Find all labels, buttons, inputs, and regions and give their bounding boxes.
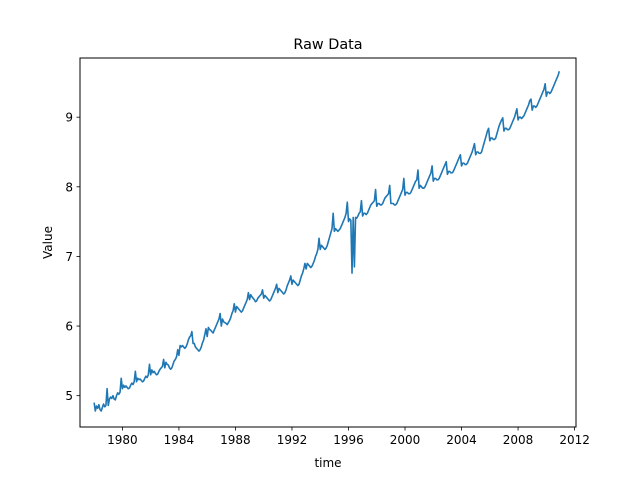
x-tick-label: 2008 [503,433,534,447]
y-axis-label: Value [41,226,55,259]
x-tick-label: 1980 [107,433,138,447]
y-axis: 5 6 7 8 9 [65,111,80,403]
x-tick-label: 2000 [390,433,421,447]
y-tick-label: 5 [65,389,73,403]
x-tick-label: 1988 [220,433,251,447]
plot-area [93,71,561,412]
x-tick-label: 1984 [164,433,195,447]
x-axis-label: time [314,456,341,470]
x-tick-label: 1992 [277,433,308,447]
y-tick-label: 6 [65,320,73,334]
x-tick-label: 2004 [446,433,477,447]
axes-frame [79,57,577,428]
y-tick-label: 9 [65,111,73,125]
x-tick-label: 2012 [559,433,590,447]
y-tick-label: 7 [65,250,73,264]
y-tick-label: 8 [65,180,73,194]
chart-title: Raw Data [293,37,362,53]
x-axis: 1980 1984 1988 1992 1996 2000 2004 2008 2012 [107,427,590,447]
series-line-0 [93,71,561,412]
x-tick-label: 1996 [333,433,364,447]
